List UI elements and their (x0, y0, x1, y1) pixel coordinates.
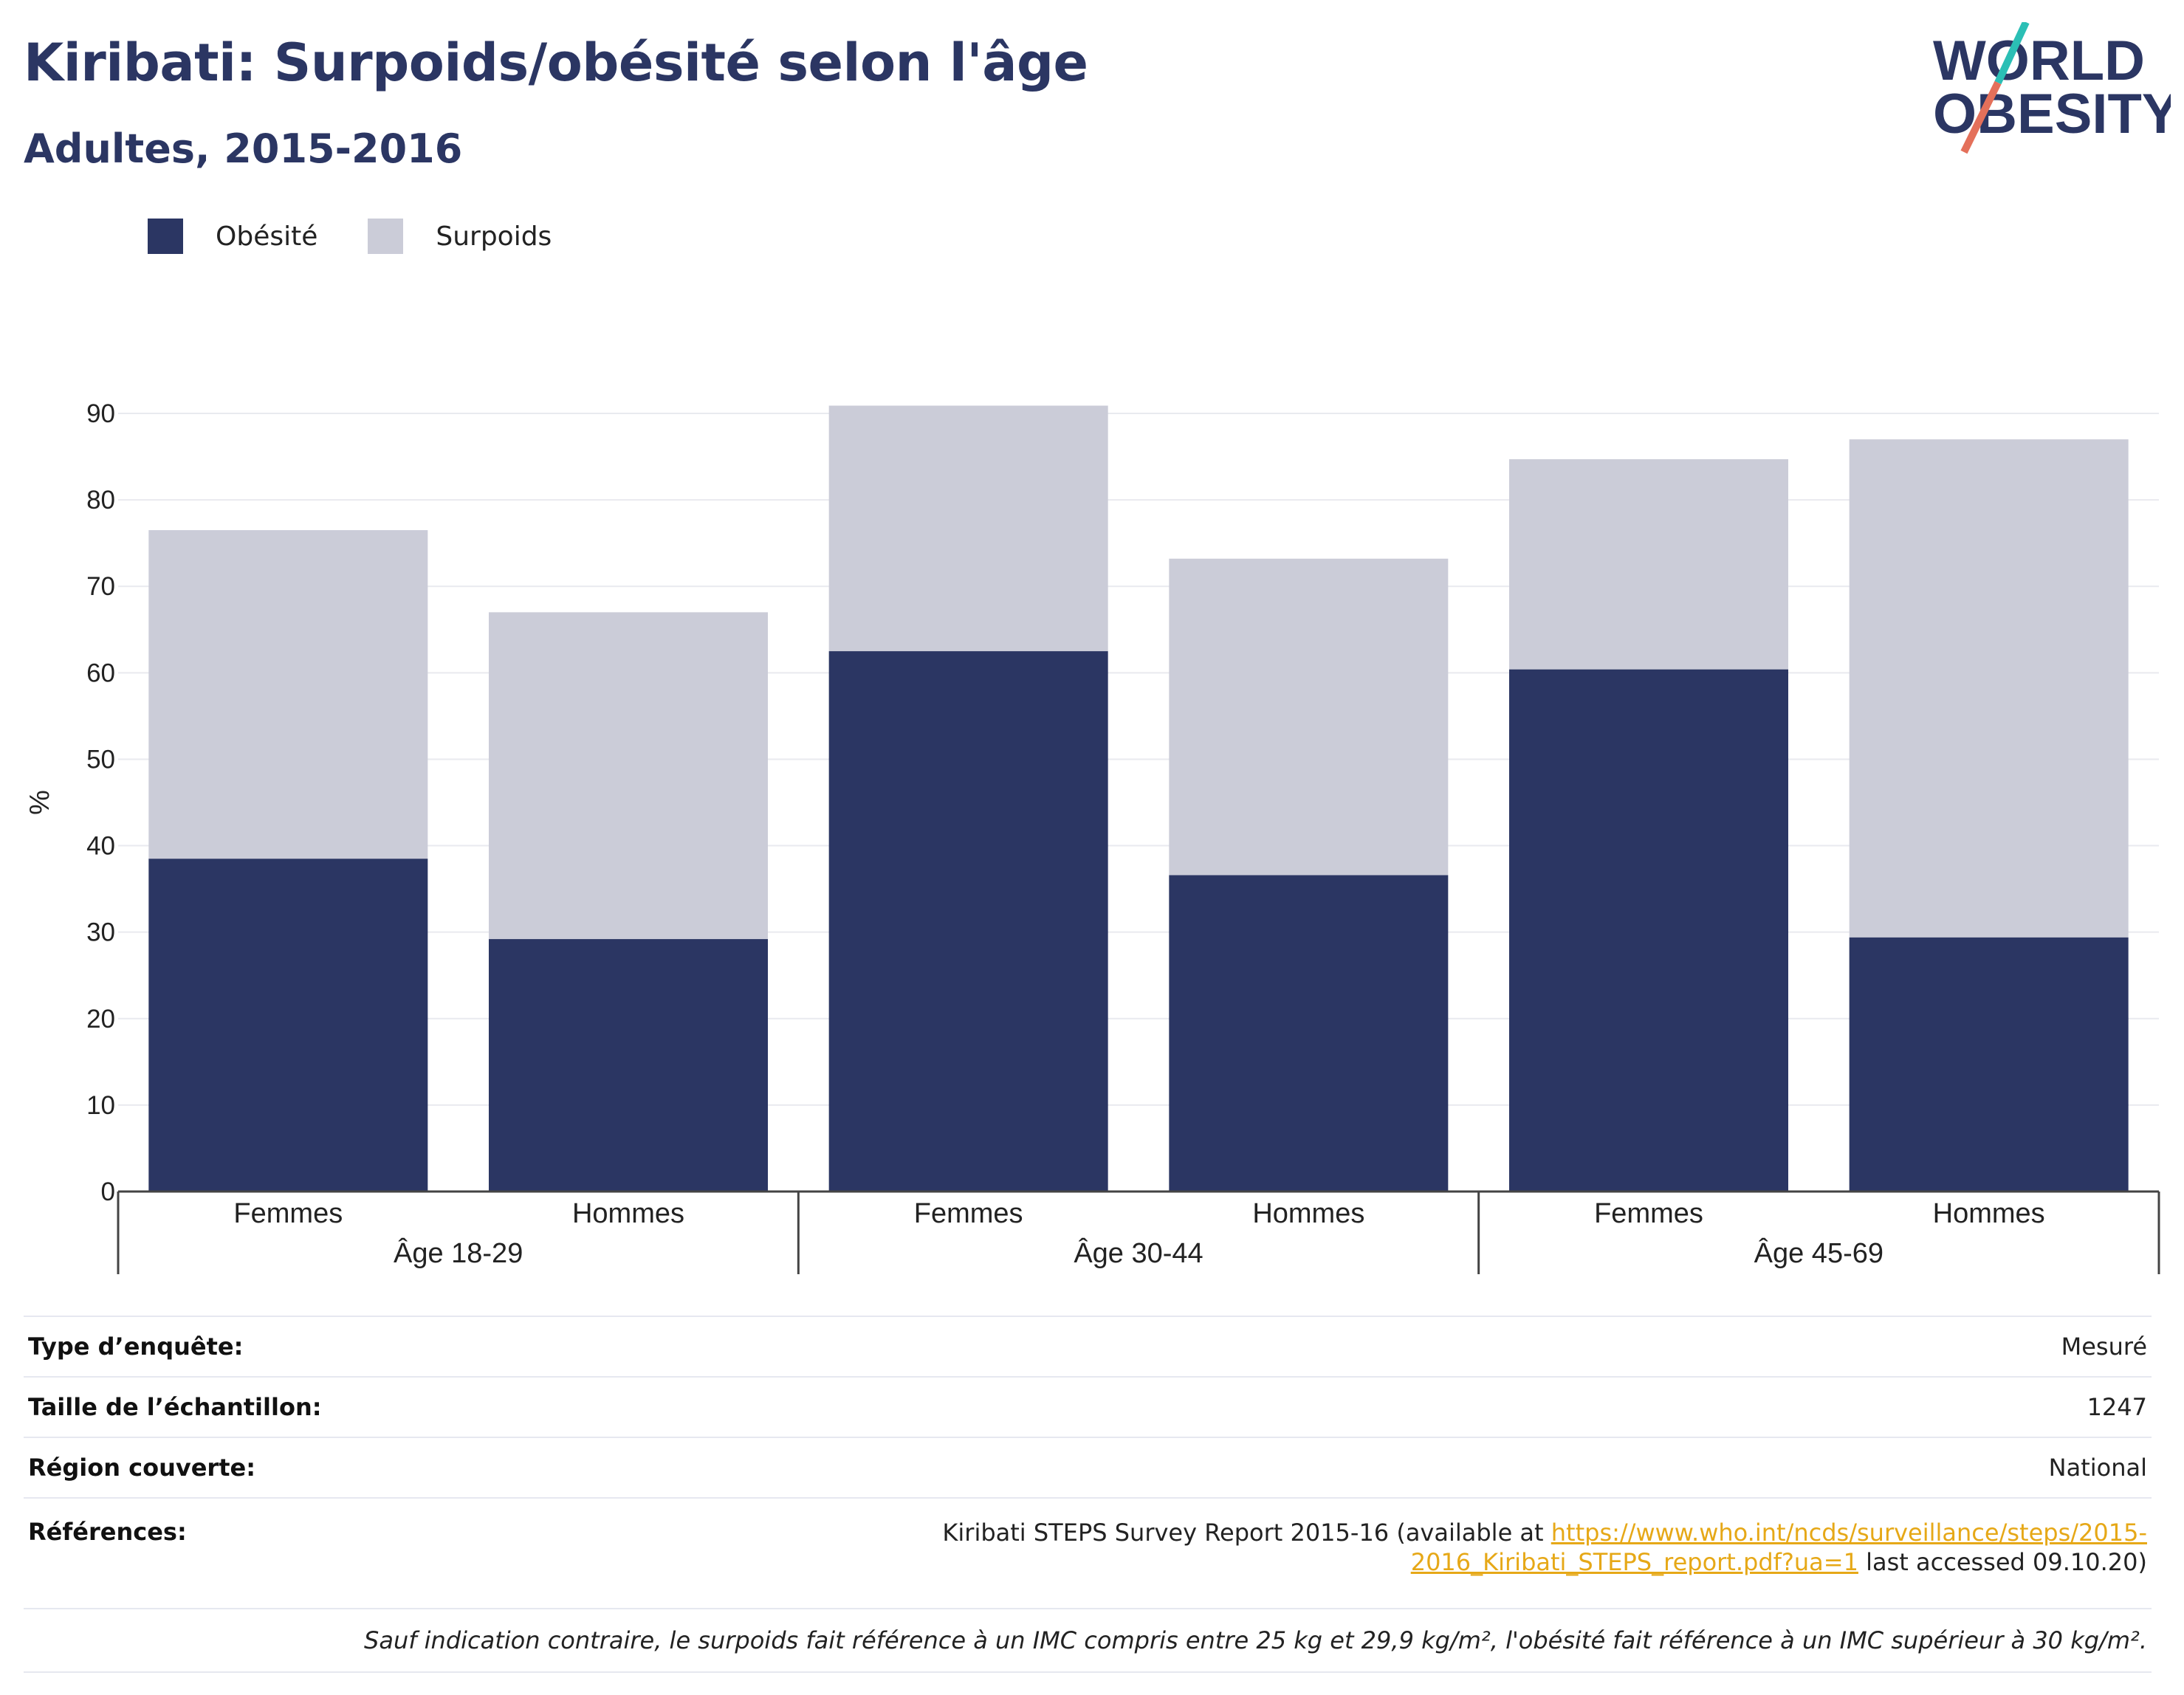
info-row-sample-size: Taille de l’échantillon: 1247 (24, 1376, 2152, 1437)
references-value: Kiribati STEPS Survey Report 2015-16 (av… (447, 1497, 2152, 1609)
group-label: Âge 45-69 (1754, 1237, 1883, 1269)
x-tick-label: Femmes (233, 1198, 343, 1229)
x-tick-label: Hommes (572, 1198, 684, 1229)
references-accessed-text: last accessed 09.10.20) (1858, 1548, 2147, 1576)
x-tick-label: Hommes (1252, 1198, 1364, 1229)
logo-slash-top (1994, 22, 2030, 85)
bar-surpoids (148, 530, 428, 859)
bar-surpoids (828, 405, 1108, 652)
bar-surpoids (1169, 558, 1449, 876)
chart-legend: Obésité Surpoids (148, 219, 602, 254)
y-tick-label: 80 (86, 486, 115, 515)
region-value: National (447, 1437, 2152, 1498)
bar-surpoids (1509, 459, 1788, 670)
y-tick-label: 30 (86, 918, 115, 947)
survey-info-table: Type d’enquête: Mesuré Taille de l’échan… (24, 1316, 2152, 1673)
bar-surpoids (1849, 439, 2129, 938)
survey-type-label: Type d’enquête: (24, 1316, 448, 1377)
y-tick-label: 40 (86, 832, 115, 861)
references-link-line2[interactable]: 2016_Kiribati_STEPS_report.pdf?ua=1 (1410, 1548, 1858, 1576)
group-label: Âge 30-44 (1074, 1237, 1203, 1269)
x-tick-label: Femmes (1594, 1198, 1703, 1229)
legend-item-obesite: Obésité (148, 219, 317, 254)
y-tick-label: 20 (86, 1005, 115, 1034)
bar-obesite (489, 939, 768, 1192)
y-axis-label: % (24, 790, 55, 815)
logo-slash-bottom (1960, 80, 2002, 154)
legend-label-surpoids: Surpoids (436, 221, 552, 252)
legend-label-obesite: Obésité (216, 221, 318, 252)
chart-subtitle: Adultes, 2015-2016 (24, 126, 463, 172)
logo-line1: WORLD (1933, 30, 2145, 92)
info-row-references: Références: Kiribati STEPS Survey Report… (24, 1497, 2152, 1609)
legend-swatch-obesite (148, 219, 183, 254)
bar-obesite (148, 859, 428, 1192)
info-row-survey-type: Type d’enquête: Mesuré (24, 1316, 2152, 1377)
y-tick-label: 10 (86, 1091, 115, 1120)
world-obesity-logo: WORLD OBESITY (1933, 22, 2171, 154)
bar-obesite (1509, 669, 1788, 1192)
y-tick-label: 70 (86, 572, 115, 601)
x-tick-label: Femmes (914, 1198, 1023, 1229)
y-tick-label: 50 (86, 745, 115, 774)
survey-type-value: Mesuré (447, 1316, 2152, 1377)
stacked-bar-chart: 0 10 20 30 40 50 60 70 80 90% Femmes Hommes Femmes Ho… (24, 399, 2160, 1274)
x-tick-label: Hommes (1933, 1198, 2045, 1229)
info-row-note: Sauf indication contraire, le surpoids f… (24, 1608, 2152, 1673)
bar-surpoids (489, 612, 768, 940)
region-label: Région couverte: (24, 1437, 448, 1498)
references-link-line1[interactable]: https://www.who.int/ncds/surveillance/st… (1551, 1519, 2147, 1547)
references-label: Références: (24, 1497, 448, 1609)
legend-swatch-surpoids (368, 219, 404, 254)
bar-obesite (828, 651, 1108, 1192)
sample-size-label: Taille de l’échantillon: (24, 1376, 448, 1437)
legend-item-surpoids: Surpoids (368, 219, 552, 254)
definition-note: Sauf indication contraire, le surpoids f… (24, 1608, 2152, 1673)
group-label: Âge 18-29 (394, 1237, 523, 1269)
bar-obesite (1849, 937, 2129, 1192)
references-text: Kiribati STEPS Survey Report 2015-16 (av… (942, 1519, 1551, 1547)
chart-title: Kiribati: Surpoids/obésité selon l'âge (24, 32, 1088, 93)
info-row-region: Région couverte: National (24, 1437, 2152, 1498)
sample-size-value: 1247 (447, 1376, 2152, 1437)
bar-obesite (1169, 875, 1449, 1192)
y-tick-label: 90 (86, 399, 115, 428)
y-tick-label: 60 (86, 659, 115, 687)
y-tick-label: 0 (101, 1177, 115, 1206)
